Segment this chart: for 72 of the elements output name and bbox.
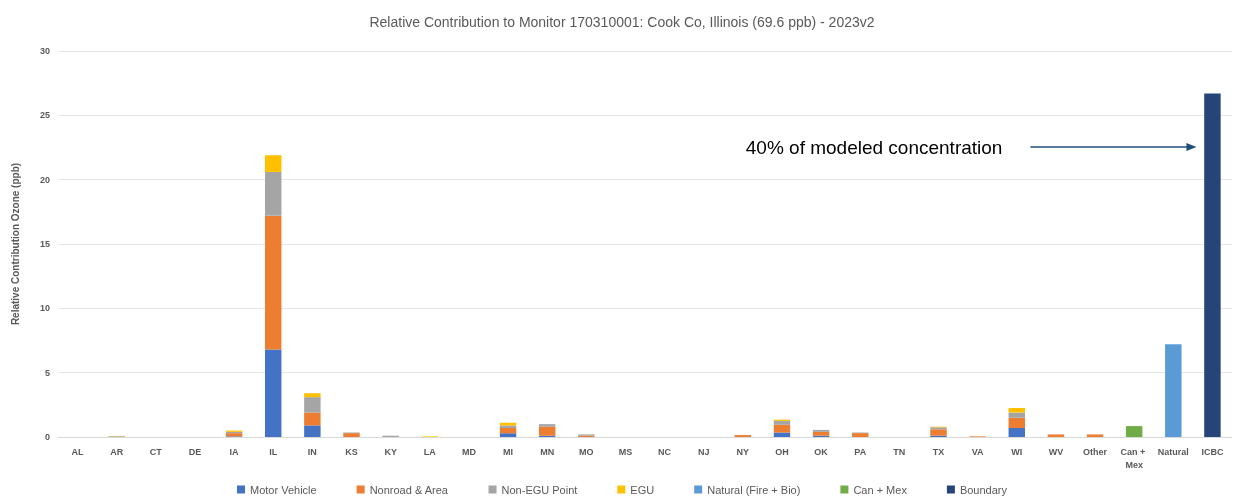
bar — [265, 215, 282, 350]
x-tick-label: MI — [503, 446, 514, 457]
legend-label: Nonroad & Area — [369, 483, 449, 496]
bar — [265, 349, 282, 437]
legend-label: Boundary — [959, 483, 1008, 496]
bar — [304, 393, 321, 398]
x-tick-label: TN — [893, 446, 906, 457]
x-tick-label: MO — [579, 446, 594, 457]
x-tick-label: MD — [461, 446, 477, 457]
x-tick-label: VA — [971, 446, 985, 457]
bar — [930, 429, 947, 436]
x-tick-label: ICBC — [1201, 446, 1224, 457]
x-tick-label: Other — [1083, 446, 1108, 457]
x-tick-label: NJ — [697, 446, 710, 457]
y-tick-label: 10 — [39, 303, 50, 314]
x-tick-label: TX — [932, 446, 945, 457]
x-tick-label: AL — [71, 446, 85, 457]
x-tick-label: Natural — [1157, 446, 1189, 457]
x-tick-label: AR — [110, 446, 124, 457]
bar — [499, 433, 517, 437]
bar — [812, 431, 830, 436]
bar — [1008, 408, 1025, 413]
legend-label: Can + Mex — [853, 483, 908, 496]
bar — [1086, 434, 1104, 437]
x-tick-label: PA — [854, 446, 867, 457]
bar — [1008, 417, 1025, 428]
bar — [1047, 434, 1065, 437]
x-tick-label: IN — [307, 446, 317, 457]
x-tick-label: LA — [423, 446, 437, 457]
x-tick-label: WV — [1048, 446, 1064, 457]
x-tick-label: NY — [736, 446, 750, 457]
x-tick-label: IL — [269, 446, 278, 457]
legend-label: Motor Vehicle — [250, 483, 317, 496]
x-tick-label: MS — [618, 446, 633, 457]
x-tick-label: DE — [188, 446, 202, 457]
bar — [538, 426, 556, 436]
x-tick-label: IA — [229, 446, 240, 457]
chart-title: Relative Contribution to Monitor 170310001: Cook Co, Illinois (69.6 ppb) - 2023v2 — [369, 14, 875, 30]
bar — [499, 427, 517, 434]
bar — [1008, 427, 1025, 437]
annotation: 40% of modeled concentration — [745, 136, 1003, 158]
y-tick-label: 25 — [39, 110, 50, 121]
x-tick-label: OK — [814, 446, 829, 457]
bar — [1008, 412, 1025, 418]
bar — [773, 432, 791, 437]
legend-label: Non-EGU Point — [501, 483, 578, 496]
x-tick-label: WI — [1011, 446, 1023, 457]
x-tick-label: KS — [345, 446, 358, 457]
bar — [538, 424, 556, 427]
y-tick-label: 15 — [39, 239, 50, 249]
bar — [1125, 426, 1143, 437]
bar — [1204, 93, 1221, 437]
y-tick-label: 5 — [44, 367, 50, 378]
x-tick-label: Can + Mex — [1120, 446, 1148, 470]
y-tick-label: 20 — [39, 174, 50, 185]
y-tick-label: 30 — [39, 46, 50, 56]
bar — [304, 412, 321, 426]
x-tick-label: KY — [384, 446, 397, 457]
legend-label: Natural (Fire + Bio) — [707, 483, 801, 496]
legend-label: EGU — [630, 483, 655, 496]
x-tick-label: OH — [775, 446, 789, 457]
bar — [265, 155, 282, 172]
bar — [773, 420, 791, 425]
y-tick-label: 0 — [44, 432, 50, 442]
x-tick-label: CT — [149, 446, 163, 457]
x-tick-label: MN — [540, 446, 555, 457]
bar — [265, 171, 282, 216]
x-tick-label: NC — [658, 446, 672, 457]
bar — [1165, 344, 1182, 437]
bar — [304, 397, 321, 413]
y-axis-title: Relative Contribution Ozone (ppb) — [9, 162, 21, 326]
bar — [304, 425, 321, 437]
